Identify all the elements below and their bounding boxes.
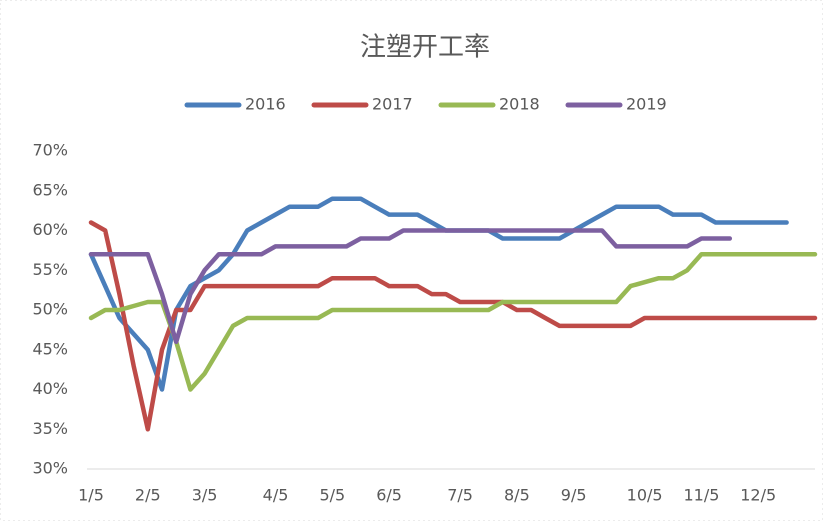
x-tick-label: 5/5 [319, 486, 345, 505]
y-tick-label: 65% [32, 180, 68, 199]
series-line [88, 228, 733, 345]
x-tick-label: 11/5 [683, 486, 719, 505]
y-tick-label: 40% [32, 379, 68, 398]
series-line [88, 196, 789, 392]
legend-label: 2017 [372, 95, 413, 114]
chart-title: 注塑开工率 [360, 33, 490, 63]
y-tick-label: 35% [32, 419, 68, 438]
x-tick-label: 8/5 [504, 486, 530, 505]
legend-label: 2018 [499, 95, 540, 114]
y-tick-label: 50% [32, 300, 68, 319]
y-tick-label: 60% [32, 220, 68, 239]
x-tick-label: 4/5 [263, 486, 289, 505]
x-tick-label: 6/5 [376, 486, 402, 505]
x-tick-label: 3/5 [192, 486, 218, 505]
y-tick-label: 45% [32, 339, 68, 358]
x-tick-label: 9/5 [561, 486, 587, 505]
series-line [88, 220, 818, 432]
x-tick-label: 12/5 [740, 486, 776, 505]
y-tick-label: 30% [32, 459, 68, 478]
legend-label: 2019 [626, 95, 667, 114]
x-tick-label: 1/5 [78, 486, 104, 505]
y-tick-label: 55% [32, 260, 68, 279]
x-tick-label: 10/5 [627, 486, 663, 505]
legend-label: 2016 [245, 95, 286, 114]
x-tick-label: 7/5 [447, 486, 473, 505]
y-tick-label: 70% [32, 141, 68, 160]
x-tick-label: 2/5 [135, 486, 161, 505]
series-line [88, 252, 818, 392]
